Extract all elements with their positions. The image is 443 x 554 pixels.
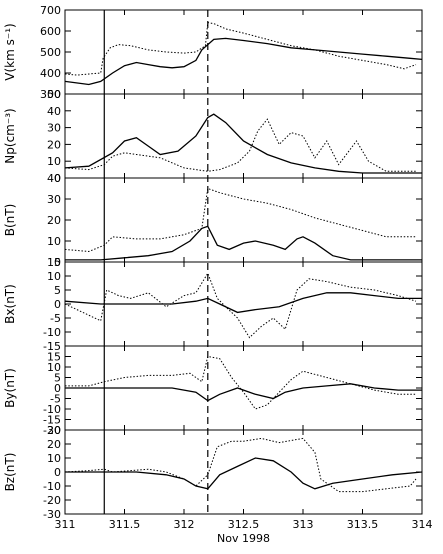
y-tick-label: -15 [43,340,61,353]
y-tick-label: 50 [47,88,61,101]
y-tick-label: 5 [54,284,61,297]
y-tick-label: 40 [47,105,61,118]
x-tick-label: 312.5 [228,518,260,531]
y-tick-label: 300 [40,88,61,101]
solid-series-line [65,383,422,402]
y-tick-label: 10 [47,155,61,168]
y-tick-label: 700 [40,4,61,17]
y-tick-label: -5 [50,393,61,406]
y-axis-label: B(nT) [3,204,17,237]
x-tick-label: 311 [55,518,76,531]
dotted-series-line [64,118,416,172]
solid-series-line [64,292,422,314]
x-tick-label: 314 [412,518,433,531]
y-tick-label: 0 [54,466,61,479]
y-tick-label: -10 [43,403,61,416]
y-axis-label: V(km s⁻¹) [3,23,17,80]
y-tick-label: -20 [43,494,61,507]
solid-series-line [65,457,423,490]
y-tick-label: 600 [40,25,61,38]
y-tick-label: 10 [47,452,61,465]
y-tick-label: -10 [43,480,61,493]
y-tick-label: 400 [40,67,61,80]
x-tick-label: 313 [293,518,314,531]
y-tick-label: 30 [47,193,61,206]
y-tick-label: 20 [47,438,61,451]
panel-frame [64,93,423,179]
y-tick-label: 500 [40,46,61,59]
y-tick-label: 0 [54,382,61,395]
y-tick-label: -5 [50,312,61,325]
solid-series-line [64,113,422,174]
y-tick-label: 20 [47,214,61,227]
y-tick-label: -20 [43,424,61,437]
y-tick-label: -10 [43,326,61,339]
y-axis-label: Bx(nT) [3,284,17,324]
y-tick-label: -30 [43,508,61,521]
x-tick-label: 311.5 [109,518,141,531]
x-tick-label: 313.5 [347,518,379,531]
y-tick-label: 30 [47,122,61,135]
y-tick-label: 10 [47,235,61,248]
dotted-series-line [64,437,417,493]
dotted-series-line [65,355,416,410]
dotted-series-line [64,22,417,76]
y-tick-label: 0 [54,172,61,185]
y-tick-label: 30 [47,424,61,437]
dotted-series-line [64,187,416,253]
y-tick-label: 10 [47,270,61,283]
panel-frame [64,9,423,95]
solid-series-line [64,37,423,86]
solid-series-line [65,225,422,261]
y-tick-label: 15 [47,351,61,364]
x-axis-label: Nov 1998 [217,532,270,545]
y-tick-label: -15 [43,414,61,427]
y-tick-label: 15 [47,256,61,269]
y-axis-label: Np(cm⁻³) [3,108,17,163]
y-tick-label: 40 [47,172,61,185]
y-tick-label: 10 [47,361,61,374]
y-tick-label: 0 [54,256,61,269]
y-axis-label: By(nT) [3,368,17,408]
panel-frame [64,177,423,263]
dotted-series-line [64,272,417,339]
y-tick-label: 0 [54,298,61,311]
y-axis-label: Bz(nT) [3,453,17,492]
y-tick-label: 20 [47,138,61,151]
x-tick-label: 312 [174,518,195,531]
y-tick-label: 5 [54,372,61,385]
